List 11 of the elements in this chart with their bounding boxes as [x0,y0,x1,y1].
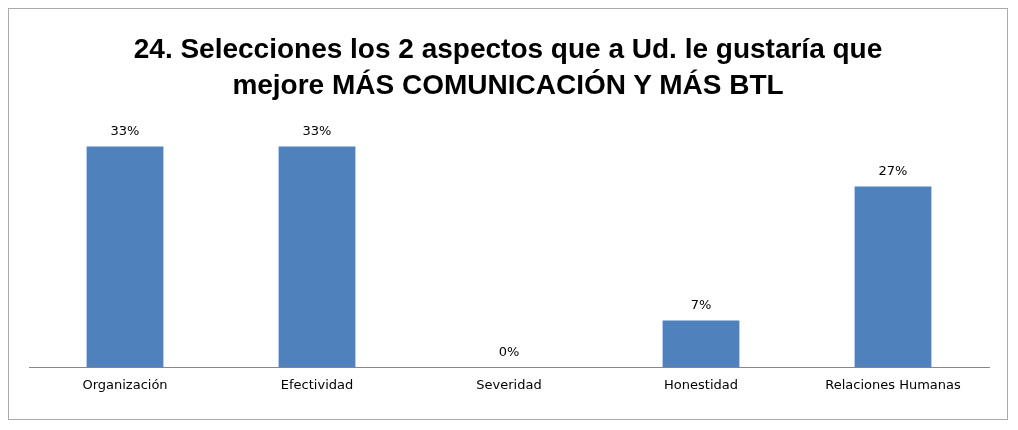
data-label: 0% [498,344,520,360]
x-tick-label: Honestidad [664,376,738,392]
data-label: 33% [110,123,140,139]
data-label: 27% [878,163,908,179]
x-tick-label: Severidad [476,376,542,392]
data-label: 7% [690,297,712,313]
chart-title: 24. Selecciones los 2 aspectos que a Ud. le gustaría que mejore MÁS COMUNICACIÓN Y MÁS BTL [132,32,884,102]
x-tick-label: Efectividad [280,376,354,392]
data-label: 33% [302,123,332,139]
x-tick-label: Relaciones Humanas [825,376,961,392]
x-tick-label: Organización [82,376,168,392]
